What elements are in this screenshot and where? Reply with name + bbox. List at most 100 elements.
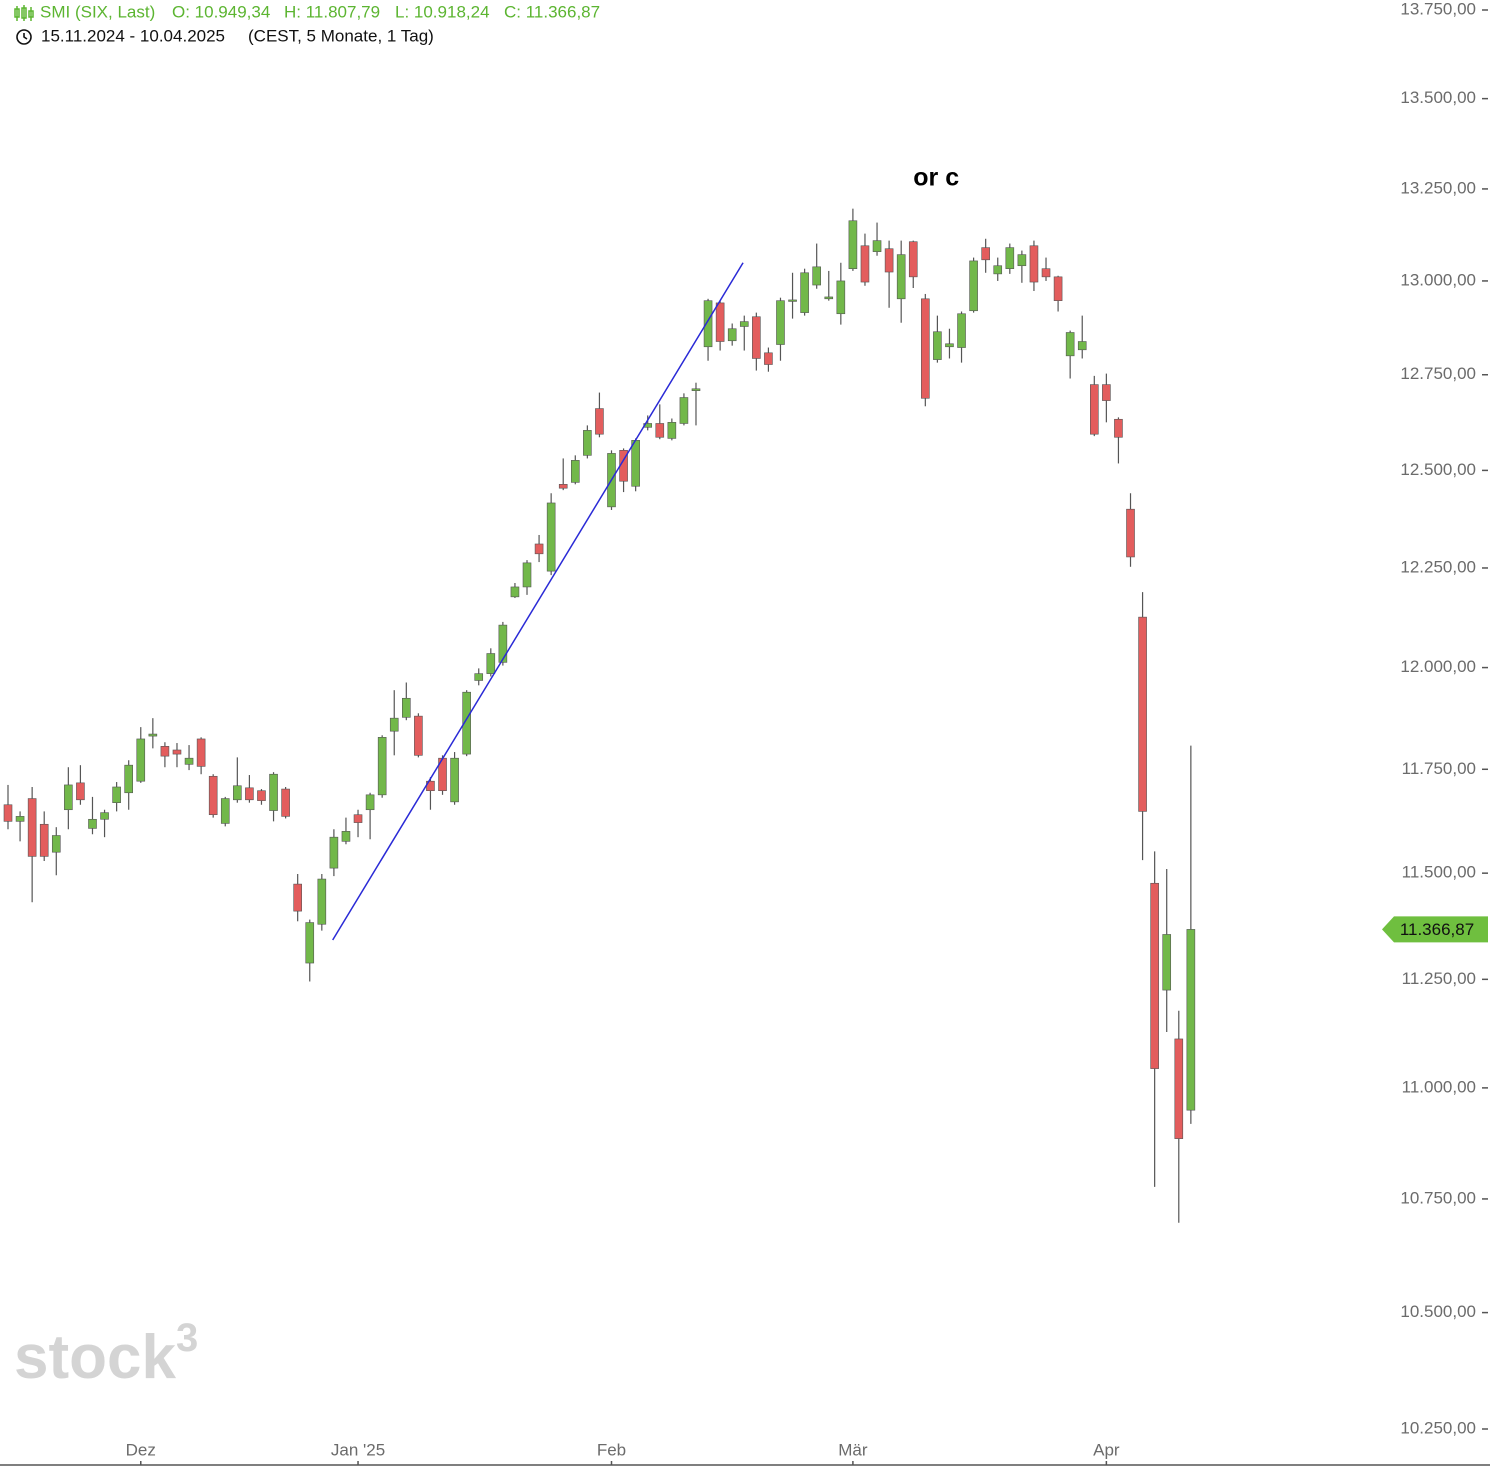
candle	[474, 668, 484, 686]
candle-body	[196, 738, 206, 767]
candle-body	[1053, 276, 1063, 301]
candle	[377, 735, 387, 798]
candle	[184, 745, 194, 771]
candle	[124, 760, 133, 810]
x-tick-label: Mär	[838, 1440, 868, 1459]
candle	[1005, 243, 1015, 274]
candle	[1041, 257, 1051, 281]
candle	[160, 742, 170, 768]
watermark-sup: 3	[176, 1316, 198, 1360]
candle	[957, 311, 966, 363]
candle	[727, 323, 737, 346]
candle-body	[365, 794, 375, 811]
candle-body	[88, 818, 97, 829]
candle-body	[293, 883, 302, 912]
candle-body	[317, 878, 327, 925]
watermark: stock3	[14, 1316, 198, 1393]
candle	[1126, 493, 1135, 567]
candle-body	[631, 440, 640, 487]
candle	[438, 755, 447, 795]
candle	[739, 315, 749, 351]
candle-body	[76, 782, 85, 801]
y-tick-label: 12.000,00	[1400, 657, 1476, 676]
candle	[1114, 417, 1123, 464]
candle-body	[691, 388, 701, 391]
candle	[148, 718, 158, 749]
candle	[233, 757, 242, 803]
ohlc-open: O: 10.949,34	[172, 2, 270, 21]
candle	[112, 782, 121, 812]
candle	[64, 767, 73, 830]
candle-body	[100, 812, 109, 820]
period-note: (CEST, 5 Monate, 1 Tag)	[248, 26, 434, 45]
y-tick-label: 12.500,00	[1400, 460, 1476, 479]
candle	[1090, 375, 1099, 437]
candle-body	[715, 302, 725, 342]
instrument-title: SMI (SIX, Last)	[40, 2, 155, 21]
candle-body	[462, 691, 471, 755]
candle-body	[824, 296, 834, 300]
candle-body	[39, 823, 49, 857]
candle-body	[112, 786, 121, 803]
candle-body	[703, 300, 713, 348]
candle-body	[1065, 332, 1075, 357]
candle	[522, 560, 532, 595]
candle	[595, 392, 604, 438]
candle	[3, 784, 13, 830]
candle-body	[679, 397, 689, 424]
y-tick-label: 12.250,00	[1400, 557, 1476, 576]
candle	[631, 438, 640, 492]
candle	[981, 238, 990, 273]
date-range: 15.11.2024 - 10.04.2025	[41, 26, 225, 45]
candle	[812, 243, 821, 289]
candle-body	[739, 321, 749, 327]
candle	[1017, 250, 1027, 283]
candle-body	[981, 247, 990, 261]
y-tick-label: 11.750,00	[1402, 759, 1476, 778]
candle-body	[1017, 254, 1027, 267]
candle-body	[257, 790, 266, 801]
candle-body	[921, 298, 930, 399]
ohlc-close: C: 11.366,87	[504, 2, 600, 21]
candle	[776, 297, 785, 361]
candle-body	[1102, 384, 1111, 401]
candle	[872, 222, 882, 256]
candle	[172, 743, 182, 768]
candle	[1174, 1010, 1184, 1223]
candle	[993, 257, 1003, 281]
clock-icon	[16, 29, 32, 45]
candle	[136, 727, 146, 783]
candle-body	[1162, 934, 1172, 991]
candle-body	[233, 785, 242, 801]
candle-body	[402, 697, 411, 718]
last-price-label: 11.366,87	[1400, 920, 1474, 939]
candle-body	[148, 733, 158, 737]
candle	[824, 270, 834, 301]
candle	[51, 827, 61, 876]
candle	[414, 713, 423, 758]
candle	[389, 690, 399, 756]
candle-body	[184, 757, 194, 765]
candle	[896, 240, 906, 323]
candle	[341, 817, 351, 845]
y-tick-label: 11.250,00	[1402, 969, 1476, 988]
ohlc-low: L: 10.918,24	[395, 2, 490, 21]
y-tick-label: 10.500,00	[1400, 1302, 1476, 1321]
candle-body	[558, 484, 568, 489]
candle-body	[764, 352, 773, 365]
candle-body	[136, 738, 146, 782]
candle	[245, 775, 254, 803]
candle	[836, 262, 846, 325]
candle-body	[281, 788, 290, 817]
candle-body	[414, 715, 423, 756]
candle-body	[1150, 882, 1159, 1069]
candle	[1102, 373, 1111, 423]
candle	[715, 300, 725, 351]
candle-body	[1005, 247, 1015, 269]
candle-body	[800, 272, 809, 313]
last-price-tag	[1382, 916, 1488, 943]
candle	[365, 792, 375, 840]
candle	[800, 268, 809, 316]
candle	[196, 737, 206, 775]
candle-body	[969, 260, 978, 312]
